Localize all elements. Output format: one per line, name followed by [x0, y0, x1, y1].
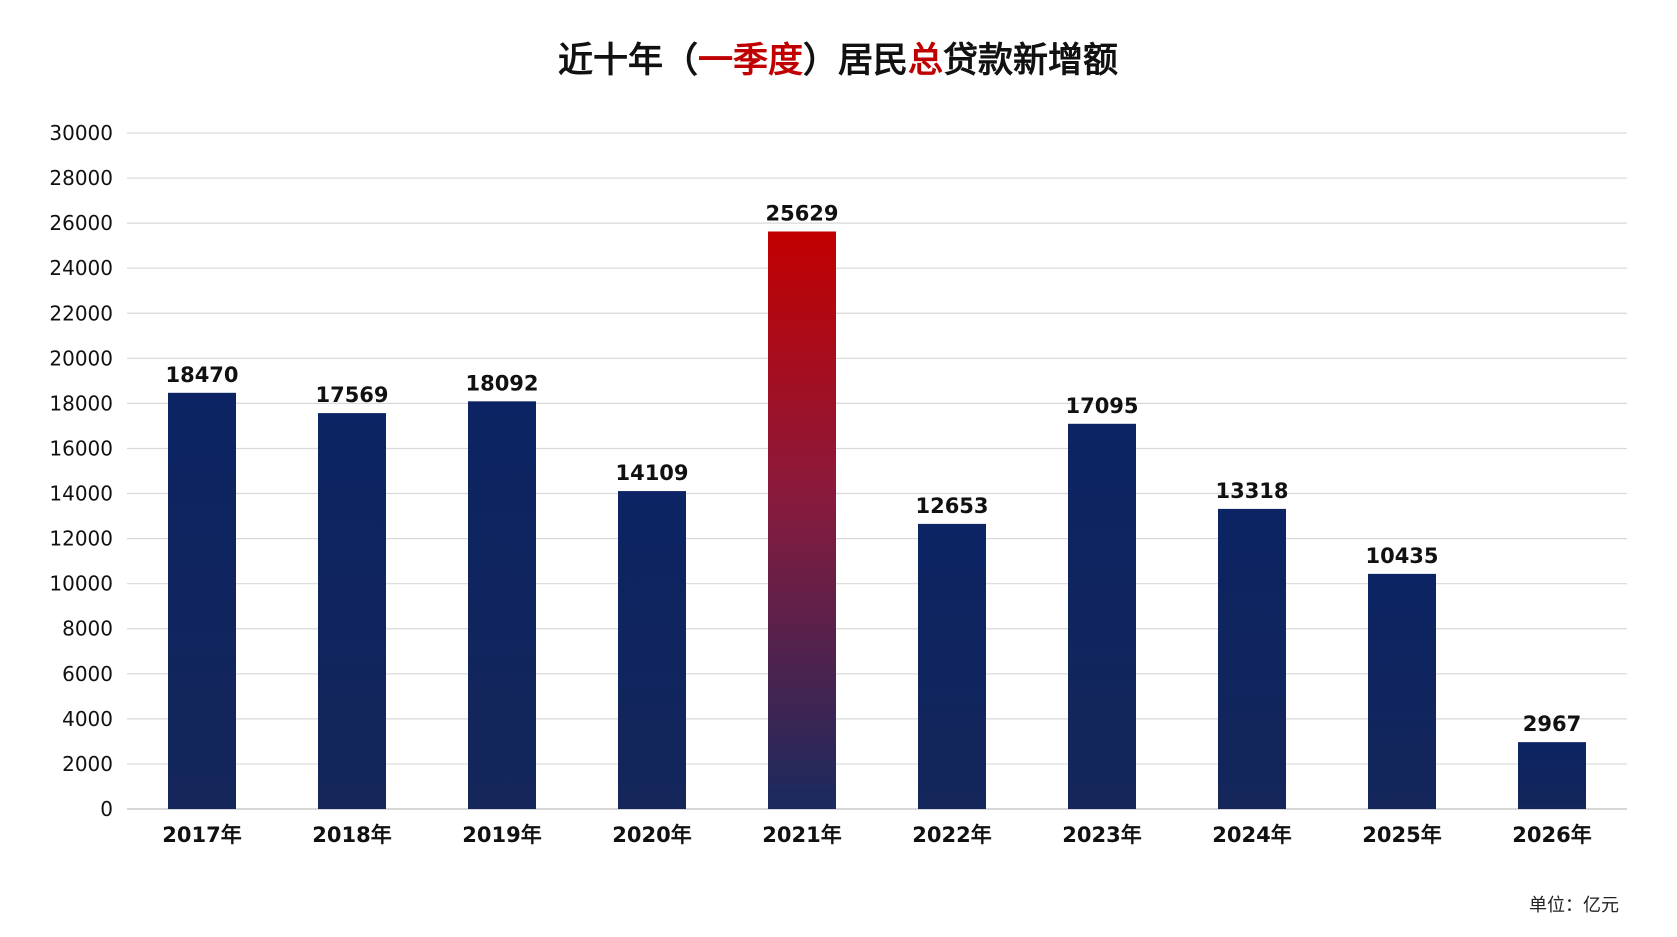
y-tick-label: 26000: [49, 211, 113, 235]
chart-title-segment: ）居民: [803, 41, 908, 81]
data-label: 10435: [1365, 544, 1438, 568]
bar: [918, 523, 986, 809]
x-axis-ticks: 2017年 2018年 2019年 2020年 2021年 2022年 2023年 2024年…: [162, 823, 1591, 847]
chart-title: 近十年（一季度）居民总贷款新增额: [558, 41, 1118, 81]
y-tick-label: 16000: [49, 436, 113, 460]
y-tick-label: 28000: [49, 166, 113, 190]
bar: [318, 413, 386, 809]
x-tick-label: 2026年: [1512, 823, 1591, 847]
data-label: 13318: [1215, 479, 1288, 503]
y-tick-label: 22000: [49, 301, 113, 325]
x-tick-label: 2021年: [762, 823, 841, 847]
x-tick-label: 2020年: [612, 823, 691, 847]
x-tick-label: 2024年: [1212, 823, 1291, 847]
x-tick-label: 2019年: [462, 823, 541, 847]
bar: [168, 392, 236, 809]
y-tick-label: 2000: [62, 752, 113, 776]
chart-title-segment: 总: [908, 41, 943, 81]
bars: [168, 231, 1586, 810]
bar: [1218, 508, 1286, 809]
y-tick-label: 0: [100, 797, 113, 821]
data-labels: 18470 17569 18092 14109 25629 12653 17095 13318…: [165, 201, 1581, 736]
data-label: 18092: [465, 371, 538, 395]
data-label: 25629: [765, 201, 838, 225]
chart-title-segment: 近十年（: [558, 41, 698, 81]
y-axis-ticks: 0 2000 4000 6000 8000 10000 12000 14000 16000 180…: [49, 121, 113, 821]
bar: [1368, 573, 1436, 809]
x-tick-label: 2022年: [912, 823, 991, 847]
y-tick-label: 8000: [62, 617, 113, 641]
bar: [1518, 742, 1586, 809]
y-tick-label: 10000: [49, 572, 113, 596]
y-tick-label: 20000: [49, 346, 113, 370]
y-tick-label: 12000: [49, 527, 113, 551]
x-tick-label: 2018年: [312, 823, 391, 847]
data-label: 12653: [915, 494, 988, 518]
y-tick-label: 4000: [62, 707, 113, 731]
bar: [1068, 423, 1136, 809]
x-tick-label: 2023年: [1062, 823, 1141, 847]
y-tick-label: 6000: [62, 662, 113, 686]
x-tick-label: 2017年: [162, 823, 241, 847]
chart-title-segment: 贷款新增额: [943, 41, 1118, 81]
data-label: 2967: [1523, 712, 1581, 736]
data-label: 18470: [165, 363, 238, 387]
bar-highlight: [768, 231, 836, 810]
data-label: 17095: [1065, 394, 1138, 418]
y-tick-label: 14000: [49, 482, 113, 506]
y-tick-label: 30000: [49, 121, 113, 145]
data-label: 14109: [615, 461, 688, 485]
data-label: 17569: [315, 383, 388, 407]
y-tick-label: 18000: [49, 391, 113, 415]
bar: [468, 401, 536, 809]
unit-note: 单位：亿元: [1529, 895, 1619, 916]
x-tick-label: 2025年: [1362, 823, 1441, 847]
bar: [618, 491, 686, 809]
y-tick-label: 24000: [49, 256, 113, 280]
chart-title-segment: 一季度: [698, 41, 803, 81]
